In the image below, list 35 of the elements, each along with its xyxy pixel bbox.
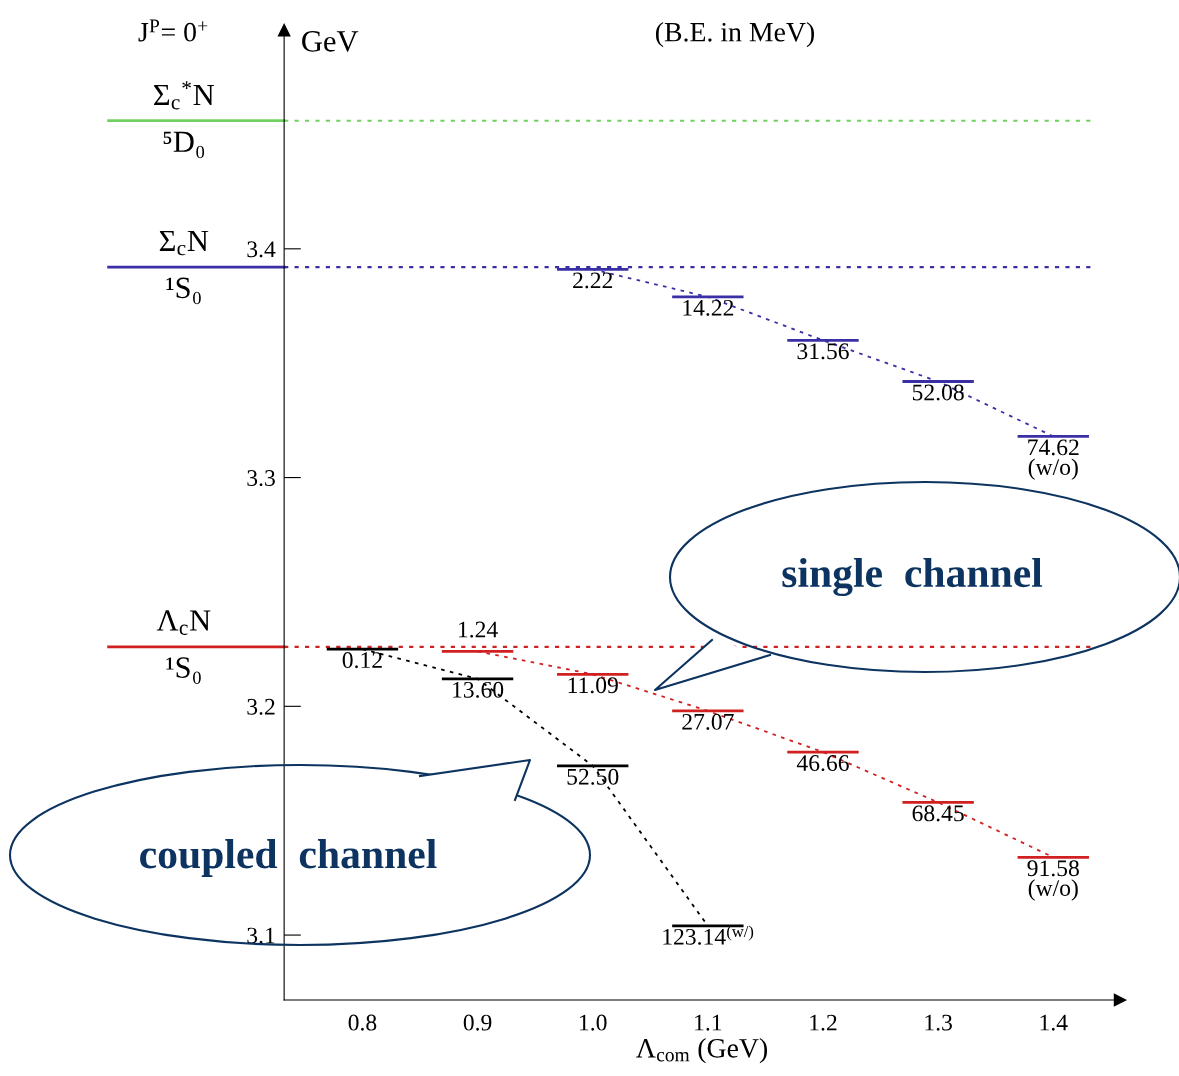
annotation: 11.09	[568, 677, 618, 694]
y-tick-label: 3.1	[247, 927, 275, 944]
annotation: 2.22	[573, 272, 613, 289]
y-tick-label: 3.2	[247, 698, 275, 715]
x-tick-label: 1.4	[1040, 1014, 1068, 1031]
annotation: 14.22	[683, 299, 734, 316]
x-tick-label: 0.8	[348, 1014, 377, 1031]
annotation: 1.24	[458, 621, 498, 638]
x-tick-label: 1.0	[580, 1014, 607, 1031]
text: J$^{P}$= 0$^{+}$	[138, 19, 208, 42]
annotation: 68.45	[912, 805, 964, 822]
x-tick-label: 1.3	[925, 1014, 952, 1031]
annotation: 0.12	[342, 652, 382, 669]
annotation: 46.66	[796, 755, 849, 772]
x-tick-label: 0.9	[463, 1014, 492, 1031]
x-tick-label: 1.2	[810, 1014, 837, 1031]
annotation: 74.62 (w/o)	[1028, 439, 1079, 480]
ref-line-label: Σ$_{c}$$^{*}$N ⁵D₀	[154, 81, 215, 159]
y-tick-label: 3.3	[247, 470, 275, 487]
annotation: 91.58 (w/o)	[1027, 860, 1079, 901]
annotation: 52.08	[912, 384, 964, 401]
x-axis-title: Λ$_{com}$ (GeV)	[636, 1038, 767, 1064]
annotation: 13.60	[453, 681, 504, 698]
annotation: 27.07	[682, 713, 734, 730]
ref-line-label: Σ$_{c}$N ¹S₀	[159, 230, 209, 305]
annotation: 123.14$^{(w/)}$	[663, 925, 754, 945]
annotation: 52.50	[567, 768, 619, 785]
annotation: single channel	[782, 557, 1043, 597]
y-tick-label: 3.4	[247, 241, 276, 258]
y-axis-title: GeV	[302, 31, 359, 52]
ref-line-label: Λ$_{c}$N ¹S₀	[156, 610, 211, 684]
annotation: (B.E. in MeV)	[655, 22, 815, 48]
x-tick-label: 1.1	[695, 1014, 722, 1031]
annotation: coupled channel	[140, 839, 437, 877]
annotation: 31.56	[797, 343, 849, 360]
